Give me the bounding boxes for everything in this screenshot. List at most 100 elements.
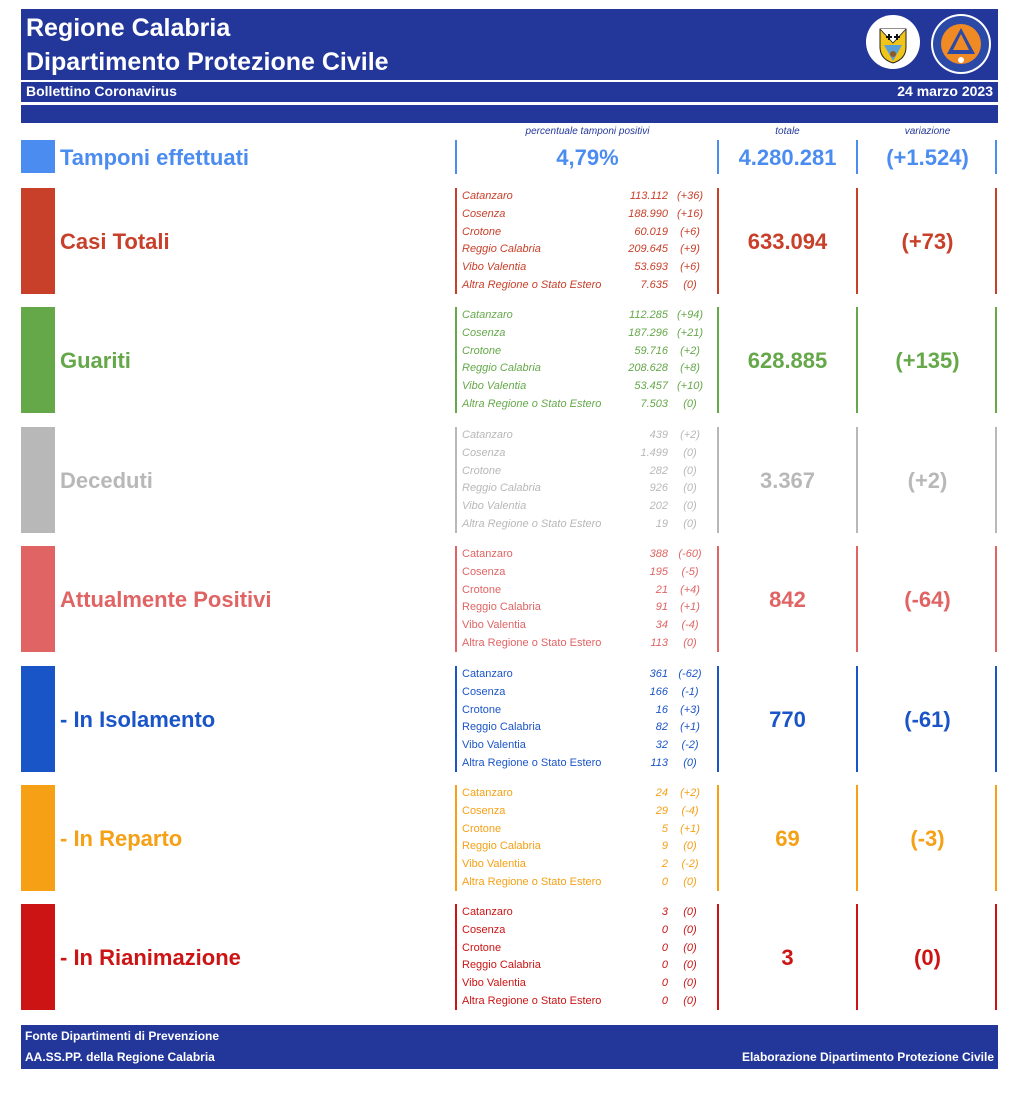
province-value: 82 bbox=[655, 721, 668, 734]
tamponi-variazione: (+1.524) bbox=[886, 145, 969, 170]
bulletin-subtitle: Bollettino Coronavirus bbox=[26, 83, 177, 99]
section-divider bbox=[856, 666, 858, 772]
province-delta: (0) bbox=[683, 941, 697, 954]
header-divider bbox=[21, 80, 998, 82]
province-name: Crotone bbox=[462, 703, 502, 716]
province-name: Altra Regione o Stato Estero bbox=[462, 278, 602, 291]
province-name: Vibo Valentia bbox=[462, 977, 526, 990]
section-swatch bbox=[21, 188, 55, 294]
province-value: 112.285 bbox=[629, 309, 668, 321]
province-name: Catanzaro bbox=[462, 668, 513, 680]
tamponi-totale: 4.280.281 bbox=[738, 145, 837, 170]
province-value: 361 bbox=[649, 668, 668, 680]
region-coat-of-arms-icon bbox=[866, 15, 920, 69]
section-variazione: (0) bbox=[914, 945, 941, 970]
province-name: Catanzaro bbox=[462, 429, 513, 441]
province-delta: (-4) bbox=[681, 804, 699, 817]
province-value: 16 bbox=[655, 703, 668, 716]
province-name: Cosenza bbox=[462, 207, 506, 220]
province-row: Vibo Valentia 0 (0) bbox=[460, 975, 710, 993]
province-value: 0 bbox=[661, 923, 668, 936]
province-delta: (+2) bbox=[680, 344, 700, 357]
section-divider bbox=[856, 307, 858, 413]
province-delta: (0) bbox=[683, 464, 697, 477]
section-divider bbox=[856, 427, 858, 533]
section-variazione: (+2) bbox=[907, 468, 948, 493]
province-delta: (+36) bbox=[677, 190, 703, 202]
province-name: Vibo Valentia bbox=[462, 500, 527, 513]
section-totale: 3.367 bbox=[759, 468, 816, 493]
province-delta: (0) bbox=[683, 923, 697, 936]
province-value: 24 bbox=[655, 787, 668, 799]
province-delta: (0) bbox=[683, 977, 697, 990]
province-name: Crotone bbox=[462, 583, 502, 596]
province-row: Altra Regione o Stato Estero 0 (0) bbox=[460, 874, 710, 892]
section-label: Guariti bbox=[60, 348, 131, 373]
province-delta: (-62) bbox=[678, 668, 702, 680]
province-value: 113 bbox=[650, 756, 668, 769]
province-row: Catanzaro 388 (-60) bbox=[460, 546, 710, 564]
province-value: 166 bbox=[649, 685, 668, 698]
province-value: 0 bbox=[661, 959, 668, 972]
province-delta: (-2) bbox=[681, 739, 699, 752]
province-row: Reggio Calabria 9 (0) bbox=[460, 838, 710, 856]
section-divider bbox=[717, 546, 719, 652]
province-row: Vibo Valentia 53.457 (+10) bbox=[460, 378, 710, 396]
province-row: Cosenza 166 (-1) bbox=[460, 684, 710, 702]
province-delta: (0) bbox=[683, 278, 697, 291]
variazione-column-header: variazione bbox=[904, 126, 951, 137]
province-delta: (0) bbox=[683, 446, 697, 459]
province-name: Reggio Calabria bbox=[462, 482, 541, 495]
section-divider bbox=[455, 785, 457, 891]
province-value: 1.499 bbox=[640, 446, 668, 459]
footer-source-line2: AA.SS.PP. della Regione Calabria bbox=[25, 1050, 215, 1064]
province-name: Reggio Calabria bbox=[462, 243, 541, 256]
province-delta: (-4) bbox=[681, 619, 699, 632]
section-totale: 3 bbox=[781, 945, 794, 970]
province-name: Reggio Calabria bbox=[462, 601, 541, 614]
province-delta: (+1) bbox=[680, 822, 700, 835]
province-value: 53.457 bbox=[634, 380, 668, 393]
province-row: Catanzaro 24 (+2) bbox=[460, 785, 710, 803]
province-delta: (+10) bbox=[677, 380, 703, 393]
province-value: 113 bbox=[650, 636, 668, 649]
province-delta: (+9) bbox=[680, 243, 700, 256]
province-value: 9 bbox=[661, 840, 668, 853]
province-value: 188.990 bbox=[628, 207, 668, 220]
province-row: Reggio Calabria 0 (0) bbox=[460, 957, 710, 975]
province-name: Altra Regione o Stato Estero bbox=[462, 875, 602, 888]
province-name: Cosenza bbox=[462, 326, 506, 339]
province-name: Altra Regione o Stato Estero bbox=[462, 994, 602, 1007]
province-row: Altra Regione o Stato Estero 7.503 (0) bbox=[460, 396, 710, 414]
province-value: 19 bbox=[655, 517, 668, 530]
province-name: Catanzaro bbox=[462, 906, 513, 918]
province-row: Cosenza 187.296 (+21) bbox=[460, 325, 710, 343]
province-delta: (-60) bbox=[678, 548, 702, 560]
region-title: Regione Calabria bbox=[26, 14, 231, 42]
perc-column-header: percentuale tamponi positivi bbox=[525, 126, 650, 137]
totale-column-header: totale bbox=[775, 126, 800, 137]
province-delta: (+1) bbox=[680, 601, 700, 614]
footer-source-line1: Fonte Dipartimenti di Prevenzione bbox=[25, 1029, 220, 1043]
province-name: Cosenza bbox=[462, 685, 506, 698]
province-delta: (+94) bbox=[677, 309, 703, 321]
province-table: Catanzaro 439 (+2) Cosenza 1.499 (0) Crotone 28… bbox=[460, 427, 710, 534]
province-row: Crotone 59.716 (+2) bbox=[460, 343, 710, 361]
province-delta: (-1) bbox=[681, 685, 699, 698]
section-label: Casi Totali bbox=[60, 229, 170, 254]
province-row: Catanzaro 3 (0) bbox=[460, 904, 710, 922]
section-swatch bbox=[21, 666, 55, 772]
province-table: Catanzaro 113.112 (+36) Cosenza 188.990 (+16)… bbox=[460, 188, 710, 295]
province-value: 439 bbox=[649, 429, 668, 441]
section-divider bbox=[455, 427, 457, 533]
province-value: 202 bbox=[649, 500, 668, 513]
province-row: Vibo Valentia 53.693 (+6) bbox=[460, 259, 710, 277]
section-divider bbox=[995, 188, 997, 294]
province-name: Catanzaro bbox=[462, 548, 513, 560]
province-row: Crotone 5 (+1) bbox=[460, 821, 710, 839]
province-delta: (0) bbox=[683, 500, 697, 513]
province-row: Crotone 60.019 (+6) bbox=[460, 224, 710, 242]
province-value: 53.693 bbox=[634, 261, 668, 274]
province-value: 282 bbox=[649, 464, 668, 477]
province-value: 0 bbox=[661, 994, 668, 1007]
